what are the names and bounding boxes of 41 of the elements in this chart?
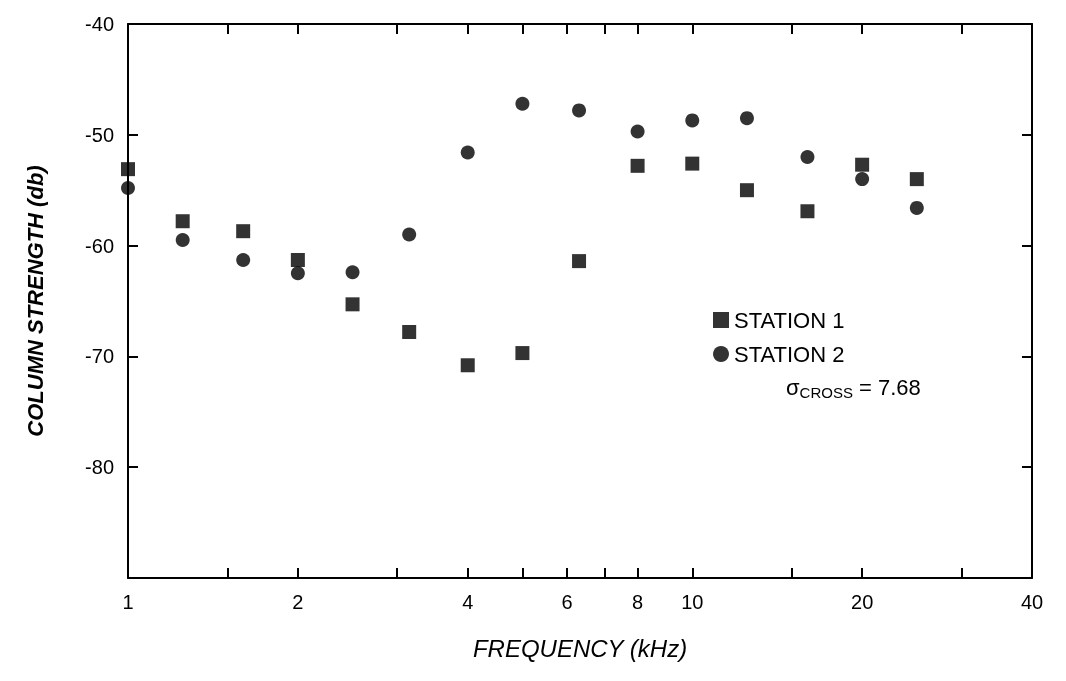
y-axis-title: COLUMN STRENGTH (db) — [22, 165, 48, 437]
point — [402, 227, 417, 242]
point — [909, 172, 924, 187]
point — [855, 157, 870, 172]
point — [175, 233, 190, 248]
point — [345, 297, 360, 312]
point — [685, 113, 700, 128]
point — [515, 96, 530, 111]
x-tick-label: 8 — [632, 591, 644, 613]
point — [290, 253, 305, 267]
point — [402, 325, 417, 340]
x-axis-title: FREQUENCY (kHz) — [472, 634, 688, 662]
legend-label: STATION 2 — [734, 341, 845, 367]
legend-label: STATION 1 — [734, 307, 845, 333]
point — [630, 124, 645, 139]
y-tick-label: -70 — [85, 345, 114, 368]
point — [515, 346, 530, 361]
x-tick-label: 10 — [681, 591, 704, 613]
x-tick-label: 1 — [122, 591, 134, 613]
point — [460, 145, 475, 160]
point — [290, 266, 305, 281]
y-tick-label: -80 — [85, 456, 114, 479]
x-tick-label: 20 — [851, 591, 874, 613]
point — [572, 103, 587, 118]
y-tick-label: -60 — [85, 234, 114, 257]
x-tick-label: 4 — [462, 591, 474, 613]
point — [572, 254, 587, 269]
point — [685, 156, 700, 171]
point — [630, 158, 645, 173]
point — [855, 172, 870, 187]
point — [121, 180, 135, 195]
y-tick-label: -40 — [85, 13, 114, 35]
x-tick-label: 40 — [1020, 591, 1044, 613]
point — [345, 265, 360, 280]
x-tick-label: 6 — [561, 591, 573, 613]
point — [909, 200, 924, 215]
point — [460, 358, 475, 373]
point — [175, 214, 190, 229]
point — [121, 162, 135, 177]
x-tick-label: 2 — [292, 591, 304, 613]
y-tick-label: -50 — [85, 123, 114, 146]
